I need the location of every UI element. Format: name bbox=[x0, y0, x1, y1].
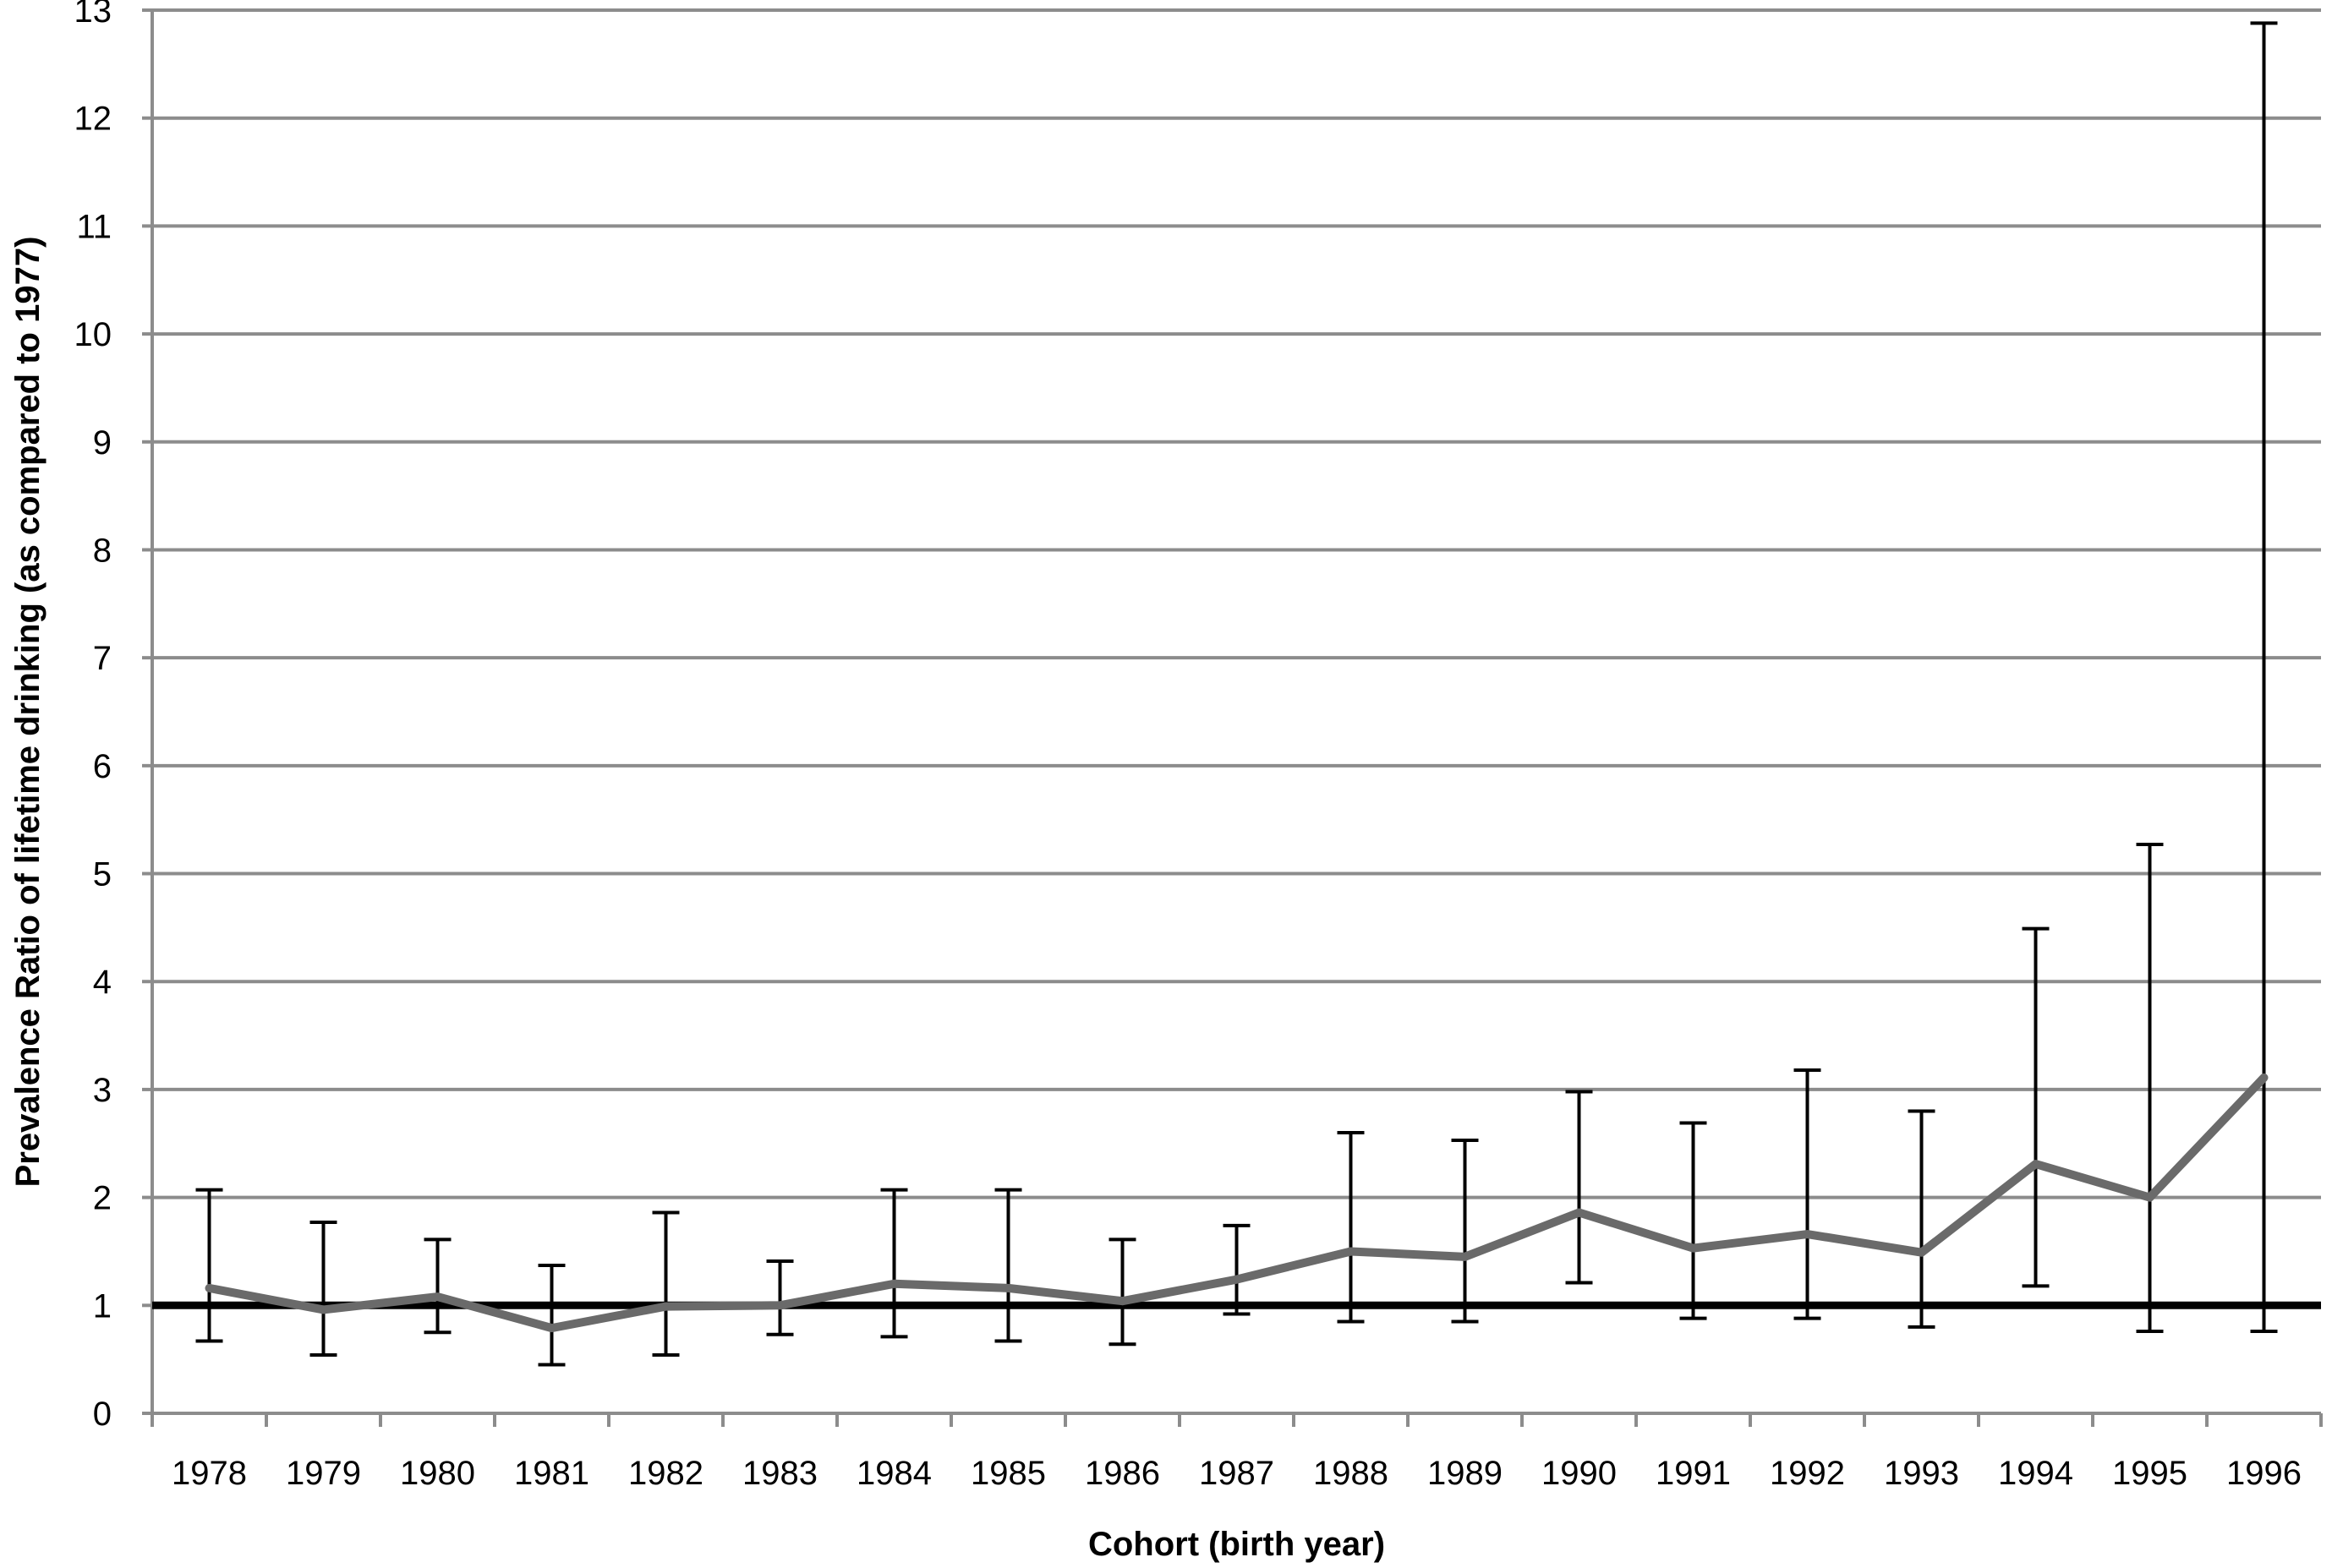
x-tick-label: 1983 bbox=[742, 1455, 818, 1492]
x-tick-label: 1984 bbox=[857, 1455, 932, 1492]
y-tick-label: 11 bbox=[76, 208, 112, 245]
x-tick-label: 1995 bbox=[2112, 1455, 2187, 1492]
error-bar bbox=[994, 1188, 1022, 1343]
y-tick-label: 6 bbox=[93, 748, 112, 785]
y-tick-label: 3 bbox=[93, 1072, 112, 1109]
x-tick-label: 1978 bbox=[172, 1455, 247, 1492]
error-bar bbox=[1793, 1068, 1821, 1320]
x-tick-label: 1990 bbox=[1541, 1455, 1617, 1492]
x-axis-title: Cohort (birth year) bbox=[1088, 1526, 1385, 1563]
error-bar bbox=[766, 1259, 794, 1336]
x-tick-label: 1979 bbox=[286, 1455, 361, 1492]
error-bar bbox=[1109, 1237, 1136, 1347]
error-bar bbox=[1679, 1121, 1707, 1320]
x-tick-label: 1996 bbox=[2226, 1455, 2302, 1492]
x-tick-label: 1987 bbox=[1199, 1455, 1274, 1492]
x-axis-ticks: 1978 1979 1980 1981 1982 1983 1984 1985 1986 1987… bbox=[151, 1413, 2323, 1492]
y-tick-label: 13 bbox=[74, 0, 112, 30]
error-bar bbox=[1223, 1223, 1251, 1316]
error-bar bbox=[652, 1210, 680, 1358]
error-bar bbox=[195, 1188, 223, 1343]
x-tick-label: 1994 bbox=[1998, 1455, 2073, 1492]
error-bar bbox=[880, 1188, 908, 1339]
x-tick-label: 1982 bbox=[628, 1455, 703, 1492]
x-tick-label: 1985 bbox=[971, 1455, 1046, 1492]
error-bar bbox=[2022, 926, 2050, 1288]
x-tick-label: 1981 bbox=[514, 1455, 589, 1492]
x-tick-label: 1980 bbox=[400, 1455, 475, 1492]
y-tick-label: 12 bbox=[74, 101, 112, 138]
y-tick-label: 2 bbox=[93, 1180, 112, 1217]
error-bar bbox=[538, 1264, 566, 1367]
x-tick-label: 1991 bbox=[1656, 1455, 1731, 1492]
error-bar bbox=[2136, 843, 2164, 1333]
error-bar bbox=[1908, 1109, 1935, 1329]
gridlines bbox=[152, 8, 2321, 1308]
series-line bbox=[205, 1073, 2269, 1333]
error-bar bbox=[1451, 1138, 1479, 1324]
error-bar bbox=[424, 1237, 452, 1335]
x-tick-label: 1988 bbox=[1313, 1455, 1388, 1492]
y-tick-label: 9 bbox=[93, 424, 112, 462]
x-tick-label: 1992 bbox=[1770, 1455, 1845, 1492]
y-tick-label: 5 bbox=[93, 856, 112, 893]
error-bar bbox=[309, 1220, 337, 1358]
x-tick-label: 1989 bbox=[1427, 1455, 1503, 1492]
error-bar bbox=[2250, 21, 2278, 1333]
y-tick-label: 7 bbox=[93, 640, 112, 677]
y-tick-label: 1 bbox=[93, 1287, 112, 1325]
y-tick-label: 4 bbox=[93, 964, 112, 1001]
error-bar bbox=[1565, 1090, 1593, 1285]
y-tick-label: 10 bbox=[74, 316, 112, 353]
x-tick-label: 1986 bbox=[1085, 1455, 1160, 1492]
error-bars bbox=[195, 21, 2278, 1367]
y-tick-label: 8 bbox=[93, 532, 112, 569]
y-axis-title: Prevalence Ratio of lifetime drinking (a… bbox=[9, 237, 47, 1188]
x-tick-label: 1993 bbox=[1884, 1455, 1959, 1492]
error-bar bbox=[1337, 1131, 1365, 1324]
y-tick-label: 0 bbox=[93, 1396, 112, 1433]
